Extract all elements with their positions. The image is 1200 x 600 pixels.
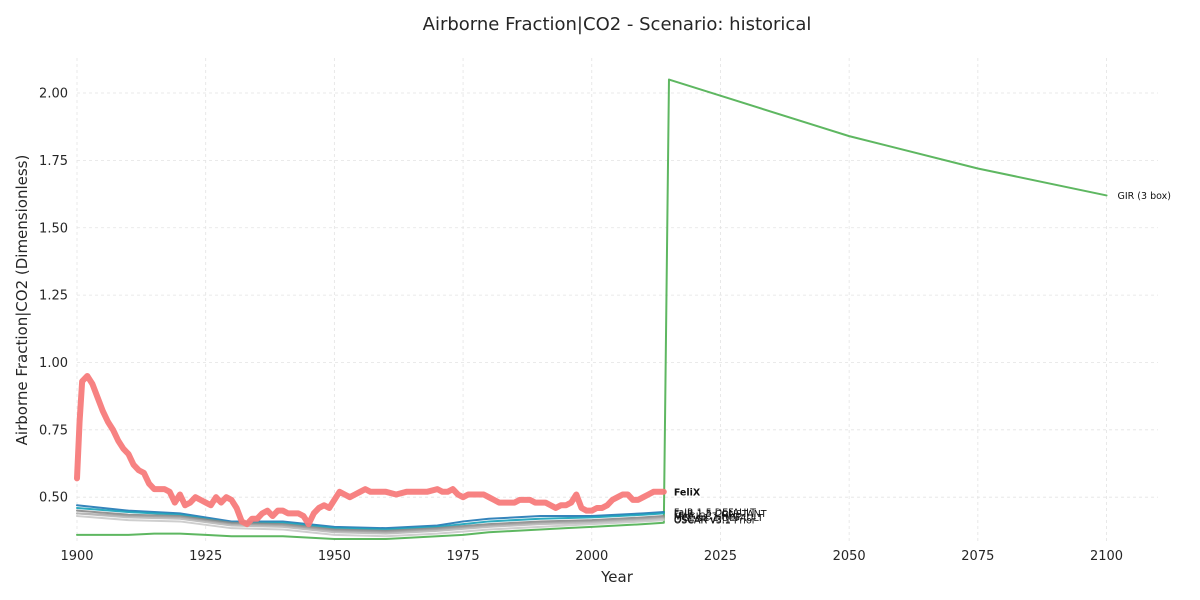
series-label-felix: FeliX	[674, 487, 701, 498]
chart-title: Airborne Fraction|CO2 - Scenario: histor…	[423, 14, 812, 35]
grid	[76, 58, 1158, 543]
x-axis-ticks: 1900 1925 1950 1975 2000 2025 2050 2075 2100	[60, 549, 1123, 564]
series-line-mce-v1-1-default	[76, 512, 665, 534]
series-line-fair-1-5-default	[76, 504, 665, 530]
series-label-oscar-v3-1: OSCAR v3.1	[674, 514, 731, 525]
y-axis-label: Airborne Fraction|CO2 (Dimensionless)	[13, 155, 31, 446]
y-tick-label: 2.00	[39, 87, 68, 102]
y-tick-label: 0.50	[39, 491, 68, 506]
x-tick-label: 2050	[833, 549, 866, 564]
x-tick-label: 1950	[318, 549, 351, 564]
x-tick-label: 2075	[961, 549, 994, 564]
x-tick-label: 1900	[60, 549, 93, 564]
series-line-fair-1-5-constant	[76, 506, 665, 531]
y-tick-label: 1.75	[39, 154, 68, 169]
series-line-gir-3-box	[76, 78, 1108, 540]
y-tick-label: 1.25	[39, 289, 68, 304]
series-line-magicc7-hist	[76, 509, 665, 532]
series-label-fair-1-5-constant: FaIR 1.5 CONSTANT	[674, 509, 767, 520]
x-tick-label: 1975	[447, 549, 480, 564]
series-lines	[74, 78, 1108, 540]
x-tick-label: 2025	[704, 549, 737, 564]
series-label-oscar-v3-1-prior: OSCAR v3.1 Prior	[674, 516, 756, 527]
y-tick-label: 1.50	[39, 221, 68, 236]
x-axis-label: Year	[600, 568, 634, 586]
x-tick-label: 1925	[189, 549, 222, 564]
series-line-oscar-v3-1	[76, 512, 665, 535]
series-label-gir-3-box: GIR (3 box)	[1118, 191, 1171, 202]
series-label-magicc7-hist: MAGICC7 Hist	[674, 512, 740, 523]
series-line-felix	[74, 372, 667, 528]
series-label-fair-1-5-default: FaIR 1.5 DEFAULT	[674, 508, 756, 519]
y-axis-ticks: 0.50 0.75 1.00 1.25 1.50 1.75 2.00	[39, 87, 68, 506]
y-tick-label: 1.00	[39, 356, 68, 371]
y-tick-label: 0.75	[39, 423, 68, 438]
series-label-mce-v1-1-default: MCE-v1-1 DEFAULT	[674, 513, 764, 524]
series-line-oscar-v3-1-prior	[76, 515, 665, 538]
x-tick-label: 2000	[575, 549, 608, 564]
x-tick-label: 2100	[1090, 549, 1123, 564]
